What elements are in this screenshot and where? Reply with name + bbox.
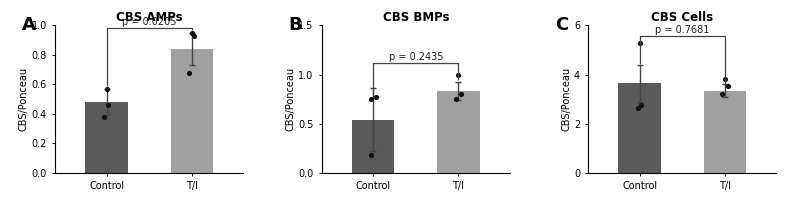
Point <box>634 41 646 44</box>
Point <box>635 104 648 107</box>
Text: p = 0.0205: p = 0.0205 <box>122 17 177 27</box>
Bar <box>619 83 661 173</box>
Point <box>718 78 731 81</box>
Bar <box>86 102 128 173</box>
Point <box>101 87 113 91</box>
Point <box>183 71 196 74</box>
Point <box>102 103 115 107</box>
Title: CBS BMPs: CBS BMPs <box>383 11 449 24</box>
Text: A: A <box>21 16 36 34</box>
Text: p = 0.2435: p = 0.2435 <box>389 52 443 62</box>
Point <box>455 93 467 96</box>
Text: B: B <box>288 16 302 34</box>
Title: CBS AMPs: CBS AMPs <box>116 11 183 24</box>
Point <box>185 31 198 34</box>
Text: C: C <box>554 16 568 34</box>
Y-axis label: CBS/Ponceau: CBS/Ponceau <box>19 67 29 131</box>
Point <box>97 115 110 119</box>
Point <box>365 154 378 157</box>
Bar <box>703 91 746 173</box>
Y-axis label: CBS/Ponceau: CBS/Ponceau <box>561 67 571 131</box>
Point <box>188 34 201 37</box>
Bar <box>437 91 480 173</box>
Bar <box>170 49 213 173</box>
Point <box>722 84 734 87</box>
Point <box>450 97 463 101</box>
Title: CBS Cells: CBS Cells <box>651 11 714 24</box>
Y-axis label: CBS/Ponceau: CBS/Ponceau <box>285 67 295 131</box>
Point <box>631 106 644 110</box>
Bar <box>352 120 394 173</box>
Point <box>364 97 377 101</box>
Point <box>369 96 382 99</box>
Point <box>716 93 729 96</box>
Text: p = 0.7681: p = 0.7681 <box>655 25 710 35</box>
Point <box>452 73 465 76</box>
